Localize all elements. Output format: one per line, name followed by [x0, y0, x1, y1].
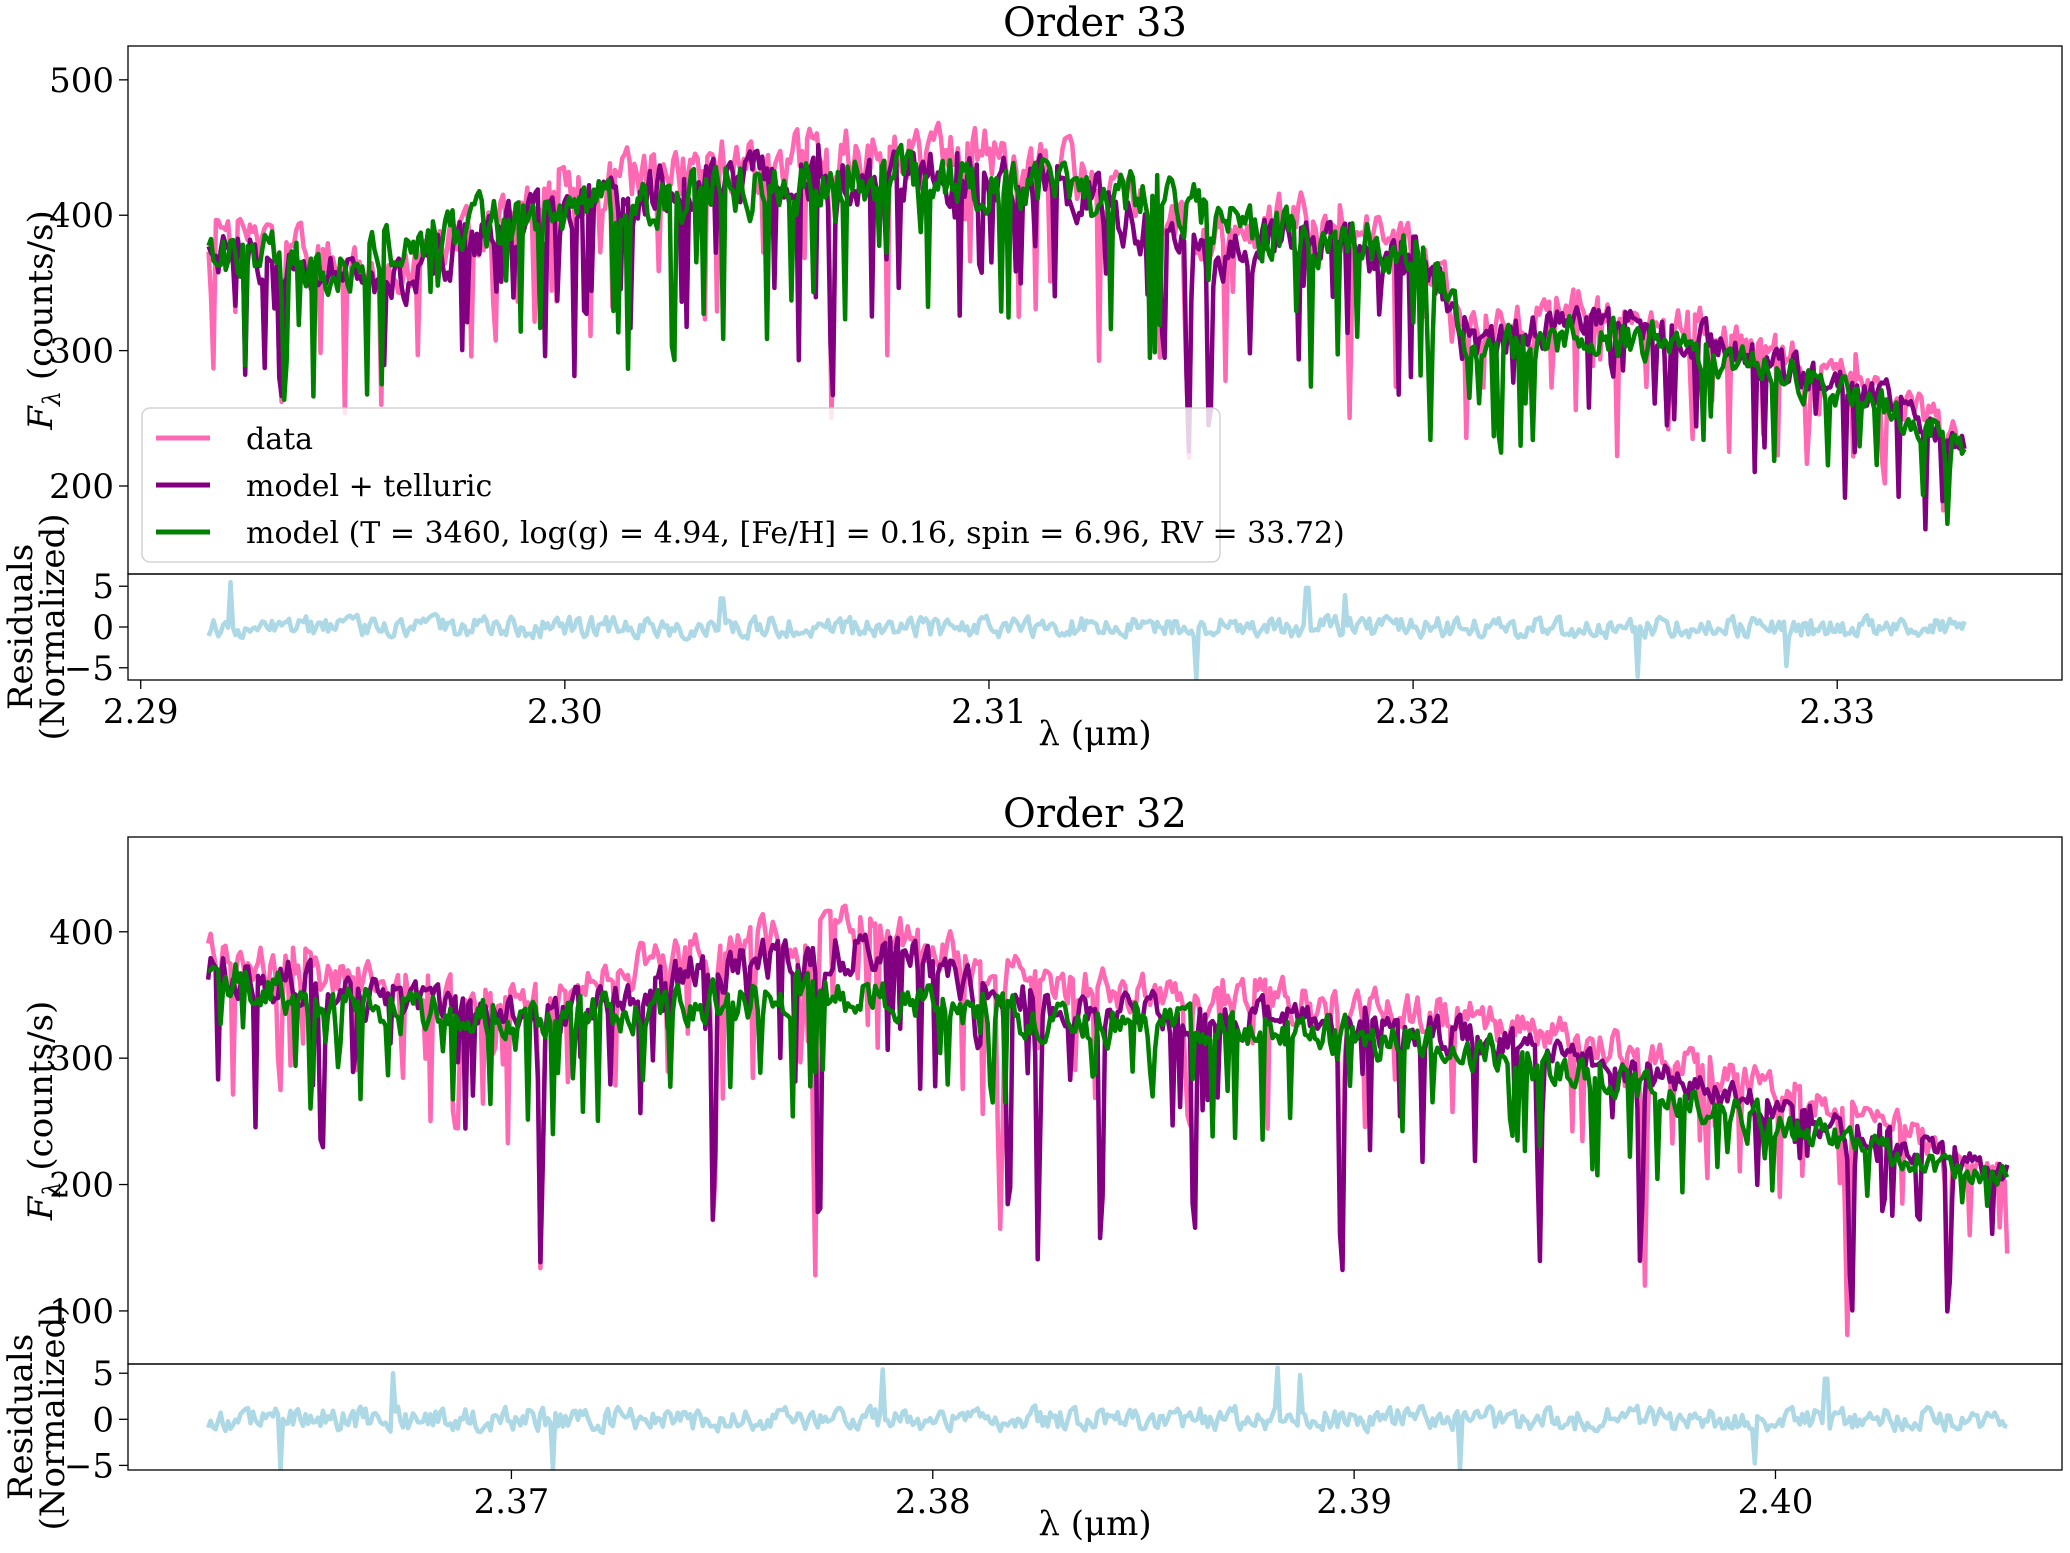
x-tick-label: 2.32	[1375, 692, 1451, 732]
residual-line	[205, 1365, 2008, 1470]
x-tick-label: 2.39	[1316, 1482, 1392, 1522]
residual-y-tick-label: 5	[92, 567, 114, 607]
x-axis-label: λ (μm)	[1038, 1504, 1151, 1544]
residual-label-line1: Residuals	[1, 544, 41, 710]
legend-frame	[141, 407, 1221, 563]
x-tick-label: 2.40	[1738, 1482, 1814, 1522]
residual-y-tick-label: 5	[92, 1354, 114, 1394]
y-axis-label-sub: λ	[38, 391, 66, 407]
residual-y-tick-label: 0	[92, 1400, 114, 1440]
x-tick-label: 2.30	[527, 692, 603, 732]
y-tick-label: 200	[49, 1166, 114, 1206]
residual-y-tick-label: −5	[64, 649, 114, 689]
y-axis-label-f: F	[21, 1195, 61, 1221]
x-tick-label: 2.37	[474, 1482, 550, 1522]
x-tick-label: 2.38	[895, 1482, 971, 1522]
y-axis-label-f: F	[21, 405, 61, 431]
residual-label-line2: (Normalized)	[33, 513, 73, 740]
residual-label-line2: (Normalized)	[33, 1303, 73, 1530]
residual-y-tick-label: −5	[64, 1446, 114, 1486]
y-axis-label: Fλ (counts/s)	[21, 1001, 66, 1221]
legend-label-3: model (T = 3460, log(g) = 4.94, [Fe/H] =…	[246, 516, 1345, 551]
residual-group	[205, 1365, 2008, 1470]
residual-axes-frame	[127, 1363, 2063, 1471]
chart-title: Order 32	[1003, 791, 1187, 837]
residual-group	[206, 579, 1967, 680]
x-tick-label: 2.33	[1799, 692, 1875, 732]
series-group	[205, 903, 2010, 1338]
legend-label-2: model + telluric	[246, 469, 492, 504]
series-group	[206, 120, 1967, 532]
y-tick-label: 500	[49, 61, 114, 101]
series-line-1	[205, 903, 2010, 1338]
y-axis-label-sub: λ	[38, 1181, 66, 1197]
series-line-2	[205, 932, 2010, 1314]
y-axis-label: Fλ (counts/s)	[21, 210, 66, 430]
y-tick-label: 300	[49, 1039, 114, 1079]
y-tick-label: 400	[49, 196, 114, 236]
y-tick-label: 200	[49, 467, 114, 507]
chart-title: Order 33	[1003, 0, 1187, 46]
chart-panel-2: Order 32 100 200 300 400 −5 0 5 2.37 2.38 2.39 2.40…	[1, 791, 2063, 1544]
legend: data model + telluric model (T = 3460, log…	[141, 407, 1345, 563]
x-axis-label: λ (μm)	[1038, 714, 1151, 754]
series-line-2	[206, 142, 1967, 532]
y-tick-label: 300	[49, 332, 114, 372]
residual-y-tick-label: 0	[92, 608, 114, 648]
series-line-3	[206, 142, 1967, 527]
y-tick-label: 400	[49, 913, 114, 953]
y-axis-label-units: (counts/s)	[21, 1001, 61, 1182]
main-axes-frame	[127, 836, 2063, 1365]
y-tick-label: 100	[49, 1292, 114, 1332]
y-axis-label-units: (counts/s)	[21, 210, 61, 391]
residual-label-line1: Residuals	[1, 1334, 41, 1500]
series-line-1	[206, 120, 1963, 513]
series-line-3	[207, 962, 2010, 1209]
residual-line	[206, 579, 1967, 680]
chart-panel-1: Order 33 200 300 400 500 −505 2.29 2.30 2.31 2.32…	[1, 0, 2063, 754]
x-tick-label: 2.31	[951, 692, 1027, 732]
x-tick-label: 2.29	[103, 692, 179, 732]
legend-label-1: data	[246, 422, 313, 457]
